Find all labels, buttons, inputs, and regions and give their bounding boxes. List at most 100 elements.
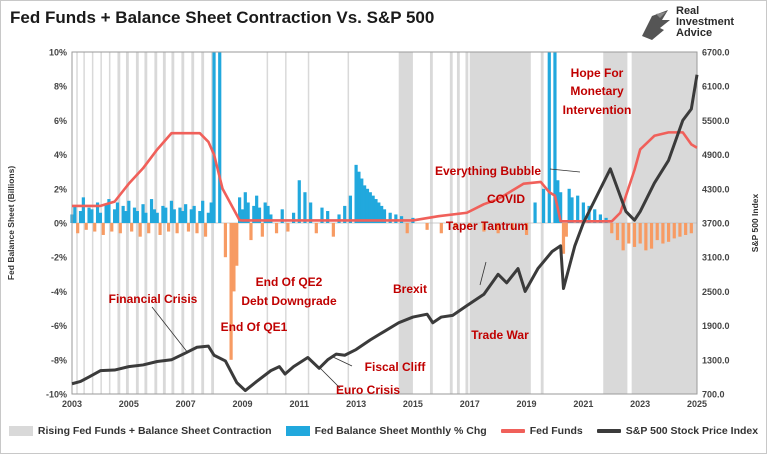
bs-bar (172, 209, 176, 223)
plot-area-border (71, 51, 698, 395)
legend-label-spx: S&P 500 Stock Price Index (625, 425, 759, 437)
x-tick-label: 2007 (176, 399, 196, 409)
annotation-label: Everything Bubble (435, 164, 541, 178)
bs-bar (382, 209, 387, 223)
bs-bar (107, 199, 111, 223)
bs-bar (684, 223, 688, 235)
y-right-tick-label: 1300.0 (702, 355, 730, 365)
bs-bar (371, 195, 375, 223)
bs-bar (73, 205, 77, 223)
logo-line2: Investment (676, 16, 735, 28)
bs-bar (98, 212, 103, 223)
bs-bar (303, 192, 307, 223)
logo-line1: Real (676, 5, 700, 17)
y-right-tick-label: 6700.0 (702, 48, 730, 58)
bs-bar (621, 223, 625, 251)
bs-bar (638, 223, 642, 244)
bs-bar (354, 164, 358, 223)
bs-bar (567, 188, 571, 223)
annotation-label: Intervention (563, 103, 632, 117)
bs-bar (263, 202, 267, 223)
bs-bar (121, 205, 125, 223)
bs-bar (132, 207, 137, 223)
bs-bar (269, 214, 273, 223)
bs-bar (203, 223, 208, 237)
bs-bar (78, 211, 83, 223)
bs-bar (678, 223, 682, 237)
bs-bar (405, 223, 409, 234)
x-tick-label: 2015 (403, 399, 423, 409)
x-tick-label: 2021 (573, 399, 593, 409)
y-right-tick-label: 2500.0 (702, 287, 730, 297)
bs-bar (127, 200, 131, 223)
bs-bar (274, 223, 279, 234)
bs-bar (666, 223, 671, 242)
legend-item-spx: S&P 500 Stock Price Index (596, 425, 759, 437)
bs-bar (235, 223, 239, 266)
bs-bar (649, 223, 654, 249)
bs-bar (192, 205, 196, 223)
bs-bar (76, 223, 80, 234)
bs-bar (672, 223, 676, 239)
legend-label-ff: Fed Funds (529, 425, 583, 437)
bs-bar (482, 223, 486, 232)
bs-bar (468, 223, 472, 227)
y-right-tick-label: 3100.0 (702, 253, 730, 263)
legend-swatch-shade (8, 426, 33, 436)
annotation-label: Financial Crisis (109, 292, 198, 306)
bs-bar (425, 223, 429, 230)
bs-bar (326, 211, 330, 223)
bs-bar (198, 211, 202, 223)
bs-bar (644, 223, 648, 251)
annotation-label: End Of QE2 (256, 275, 323, 289)
bs-bar (95, 202, 100, 223)
bs-bar (309, 202, 313, 223)
bs-bar (343, 205, 347, 223)
x-tick-label: 2009 (232, 399, 252, 409)
y-right-tick-label: 1900.0 (702, 321, 730, 331)
bs-bar (246, 202, 250, 223)
annotation-leader-line (317, 365, 341, 389)
bs-bar (147, 223, 151, 234)
y-right-tick-label: 700.0 (702, 390, 725, 400)
y-left-tick-label: -4% (51, 287, 67, 297)
bs-bar (266, 205, 270, 223)
x-tick-label: 2025 (687, 399, 707, 409)
bs-bar (377, 202, 381, 223)
y-right-tick-label: 4900.0 (702, 150, 730, 160)
bs-bar (201, 200, 205, 223)
annotation-label: Debt Downgrade (241, 294, 337, 308)
bs-bar (115, 202, 120, 223)
bs-bar (559, 192, 563, 223)
bs-bar (388, 212, 392, 223)
bs-bar (252, 205, 256, 223)
bs-bar (280, 209, 284, 223)
annotation-label: Brexit (393, 282, 427, 296)
y-left-tick-label: -2% (51, 253, 67, 263)
bs-bar (87, 207, 91, 223)
annotation-label: Taper Tantrum (446, 219, 528, 233)
bs-bar (212, 52, 216, 223)
bs-bar (593, 209, 597, 223)
bs-bar (144, 212, 148, 223)
annotation-label: Euro Crisis (336, 383, 400, 397)
legend-swatch-bs (285, 426, 310, 436)
bs-bar (610, 223, 614, 234)
bs-bar (189, 209, 193, 223)
bs-bar (166, 223, 171, 232)
annotation-label: End Of QE1 (221, 320, 288, 334)
annotation-leader-line (151, 306, 189, 354)
bs-bar (255, 195, 259, 223)
bs-bar (93, 223, 97, 232)
bs-bar (689, 223, 693, 234)
annotation-label: Monetary (570, 84, 624, 98)
annotation-label: Fiscal Cliff (365, 360, 427, 374)
y-left-tick-label: 2% (54, 184, 67, 194)
annotation-leader-line (549, 168, 581, 173)
bs-bar (357, 171, 361, 223)
bs-bar (510, 223, 514, 230)
bs-bar (238, 197, 242, 223)
brand-logo: Real Investment Advice (638, 6, 762, 50)
bs-bar (257, 207, 262, 223)
